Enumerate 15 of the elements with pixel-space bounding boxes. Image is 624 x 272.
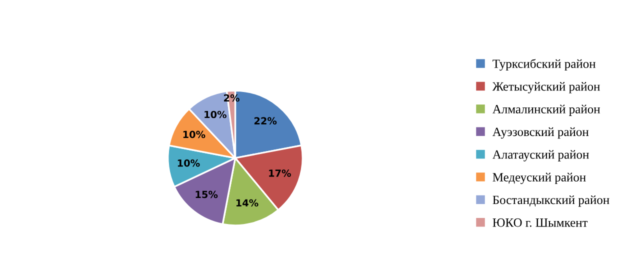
legend-label: ЮКО г. Шымкент [492,218,588,227]
data-label: 14% [236,199,258,207]
legend-label: Алатауский район [492,150,589,162]
data-label: 17% [269,169,291,177]
data-label: 10% [183,130,206,138]
data-label: 10% [204,110,226,118]
legend-label: Жетысуйский район [492,82,600,94]
data-label: 22% [254,117,277,125]
legend-label: Медеуский район [492,172,586,184]
data-label: 10% [178,159,200,167]
legend-label: Алмалинский район [492,104,600,116]
legend-label: Бостандыкский район [492,195,610,207]
legend-label: Турксибский район [492,58,596,71]
data-label: 15% [196,190,218,198]
legend-label: Ауэзовский район [492,127,589,139]
